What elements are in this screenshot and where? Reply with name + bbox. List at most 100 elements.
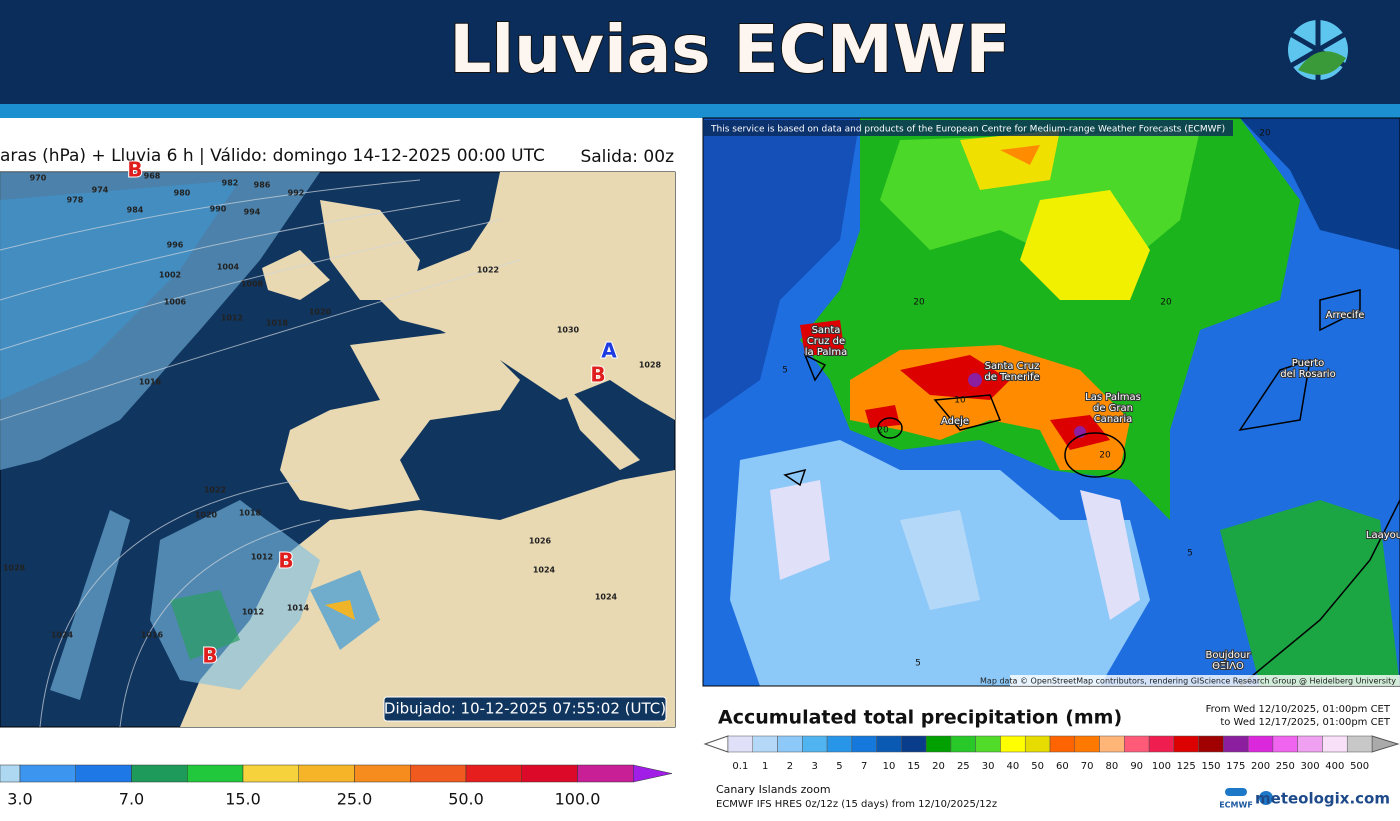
colorbar-swatch (950, 735, 976, 753)
colorbar-swatch (975, 735, 1001, 753)
contour-label: 20 (1259, 129, 1271, 139)
colorbar-swatch (242, 764, 299, 783)
site-logo-icon (1259, 791, 1273, 805)
logo-icon (1285, 14, 1351, 86)
colorbar-label: 200 (1251, 761, 1270, 772)
right-map-title: Accumulated total precipitation (mm) (718, 707, 1122, 729)
isobar-label: 1002 (159, 271, 181, 280)
colorbar-label: 150 (1201, 761, 1220, 772)
colorbar-swatch (1148, 735, 1175, 753)
colorbar-label: 50.0 (448, 790, 484, 809)
isobar-label: 1018 (266, 319, 289, 328)
colorbar-swatch (1297, 735, 1323, 753)
isobar-label: 1012 (221, 314, 243, 323)
colorbar-swatch (1223, 735, 1249, 753)
colorbar-swatch (1049, 735, 1076, 753)
colorbar-label: 7.0 (119, 790, 144, 809)
colorbar-label: 80 (1106, 761, 1119, 772)
colorbar-label: 0.1 (732, 761, 748, 772)
pressure-system: B (202, 644, 217, 668)
colorbar-label: 25.0 (337, 790, 373, 809)
colorbar-arrow (633, 764, 673, 783)
colorbar-swatch (876, 735, 902, 753)
pressure-system: B (278, 549, 293, 573)
colorbar-label: 90 (1130, 761, 1143, 772)
header-stripe (0, 104, 1400, 118)
colorbar-label: 400 (1325, 761, 1344, 772)
contour-label: 5 (782, 366, 788, 376)
place-label: Las Palmas (1085, 392, 1141, 403)
colorbar-swatch (1272, 735, 1298, 753)
colorbar-label: 15.0 (225, 790, 261, 809)
colorbar-swatch (187, 764, 244, 783)
isobar-label: 1022 (477, 266, 499, 275)
colorbar-swatch (901, 735, 927, 753)
colorbar-label: 100.0 (555, 790, 601, 809)
isobar-label: 992 (288, 189, 305, 198)
colorbar-label: 25 (957, 761, 970, 772)
isobar-label: 1028 (3, 564, 26, 573)
colorbar-swatch (1198, 735, 1224, 753)
colorbar-swatch (131, 764, 188, 783)
colorbar-label: 2 (787, 761, 793, 772)
colorbar-swatch (75, 764, 132, 783)
isobar-label: 968 (144, 172, 161, 181)
attribution-bg (1010, 675, 1400, 686)
isobar-label: 990 (210, 205, 227, 214)
pressure-system: B (590, 363, 605, 387)
colorbar-swatch (521, 764, 578, 783)
colorbar-swatch (1247, 735, 1274, 753)
colorbar-swatch (1024, 735, 1051, 753)
colorbar-swatch (1124, 735, 1150, 753)
colorbar-swatch (410, 764, 467, 783)
place-label: de Tenerife (984, 372, 1039, 383)
drawn-stamp: Dibujado: 10-12-2025 07:55:02 (UTC) (384, 700, 666, 718)
period-to: to Wed 12/17/2025, 01:00pm CET (1220, 717, 1391, 728)
colorbar-label: 1 (762, 761, 768, 772)
colorbar-swatch (1173, 735, 1199, 753)
ecmwf-logo-icon (1225, 788, 1247, 796)
contour-label: 5 (915, 659, 921, 669)
isobar-label: 1026 (529, 537, 552, 546)
isobar-label: 1012 (251, 553, 273, 562)
colorbar-swatch (298, 764, 355, 783)
right-map (702, 117, 1400, 687)
colorbar-label: 5 (836, 761, 842, 772)
place-label: Arrecife (1326, 310, 1365, 321)
isobar-label: 994 (244, 208, 261, 217)
isobar-label: 982 (222, 179, 239, 188)
left-map-title: aras (hPa) + Lluvia 6 h | Válido: doming… (0, 146, 545, 166)
colorbar-swatch (826, 735, 853, 753)
colorbar-swatch (851, 735, 877, 753)
colorbar-label: 500 (1350, 761, 1369, 772)
place-label: Puerto (1292, 358, 1325, 369)
colorbar-label: 15 (907, 761, 920, 772)
left-map-run: Salida: 00z (580, 147, 674, 167)
colorbar-swatch (1322, 735, 1348, 753)
colorbar-label: 20 (932, 761, 945, 772)
period-from: From Wed 12/10/2025, 01:00pm CET (1206, 704, 1391, 715)
colorbar-label: 50 (1031, 761, 1044, 772)
ecmwf-logo: ECMWF (1219, 801, 1253, 810)
right-colorbar: 0.1 1 2 3 5 7 10 15 20 25 30 40 50 60 70 80 90 100 125 150 1… (703, 735, 1400, 772)
colorbar-label: 30 (982, 761, 995, 772)
colorbar-label: 300 (1301, 761, 1320, 772)
left-colorbar: 3.0 7.0 15.0 25.0 50.0 100.0 (0, 764, 673, 809)
place-label: Santa (812, 325, 841, 336)
model-label: ECMWF IFS HRES 0z/12z (15 days) from 12/… (716, 799, 997, 810)
contour-label: 20 (877, 426, 889, 436)
colorbar-label: 40 (1006, 761, 1019, 772)
colorbar-label: 125 (1177, 761, 1196, 772)
colorbar-swatch (1346, 735, 1373, 753)
isobar-label: 980 (174, 189, 191, 198)
isobar-label: 984 (127, 206, 144, 215)
colorbar-label: 70 (1081, 761, 1094, 772)
isobar-label: 1020 (195, 511, 218, 520)
isobar-label: 1024 (533, 566, 556, 575)
colorbar-label: 3.0 (7, 790, 32, 809)
place-label: Canaria (1094, 414, 1133, 425)
map-attribution: Map data © OpenStreetMap contributors, r… (980, 677, 1396, 686)
place-label: ΘΞΙΛΟ (1212, 661, 1244, 672)
pressure-system: B (127, 158, 142, 182)
